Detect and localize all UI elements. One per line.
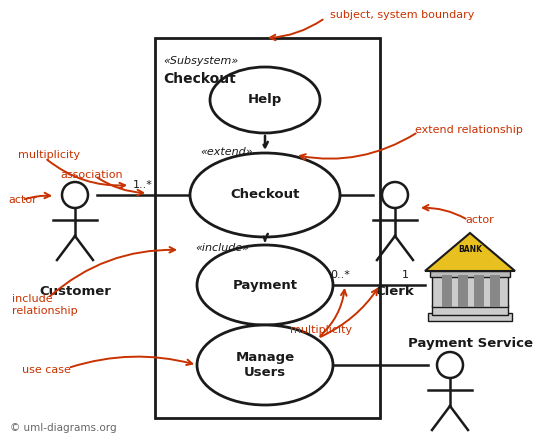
Text: Clerk: Clerk xyxy=(376,285,414,298)
Bar xyxy=(490,275,500,307)
Bar xyxy=(432,275,508,307)
Ellipse shape xyxy=(197,245,333,325)
Text: extend relationship: extend relationship xyxy=(415,125,523,135)
Text: © uml-diagrams.org: © uml-diagrams.org xyxy=(10,423,117,433)
Text: 0..*: 0..* xyxy=(330,270,350,280)
Text: multiplicity: multiplicity xyxy=(290,325,352,335)
Text: BANK: BANK xyxy=(458,246,482,254)
Ellipse shape xyxy=(197,325,333,405)
Text: association: association xyxy=(60,170,123,180)
Bar xyxy=(474,275,484,307)
Text: Payment: Payment xyxy=(233,279,298,292)
Bar xyxy=(432,305,508,315)
Bar xyxy=(442,275,452,307)
Text: 1: 1 xyxy=(402,270,408,280)
Ellipse shape xyxy=(190,153,340,237)
Polygon shape xyxy=(425,233,515,271)
Text: Checkout: Checkout xyxy=(163,72,236,86)
Text: actor: actor xyxy=(8,195,37,205)
Text: Customer: Customer xyxy=(39,285,111,298)
Text: «include»: «include» xyxy=(195,243,249,253)
Text: Help: Help xyxy=(248,93,282,106)
Text: actor: actor xyxy=(465,215,494,225)
Bar xyxy=(428,313,512,321)
Text: use case: use case xyxy=(22,365,71,375)
Text: «Subsystem»: «Subsystem» xyxy=(163,56,238,66)
Bar xyxy=(458,275,468,307)
Text: «extend»: «extend» xyxy=(200,147,253,157)
Text: subject, system boundary: subject, system boundary xyxy=(330,10,474,20)
Text: multiplicity: multiplicity xyxy=(18,150,80,160)
Ellipse shape xyxy=(210,67,320,133)
Text: 1..*: 1..* xyxy=(133,180,153,190)
Bar xyxy=(155,38,380,418)
Text: Checkout: Checkout xyxy=(231,188,300,202)
Text: Manage
Users: Manage Users xyxy=(235,351,294,380)
Bar xyxy=(430,271,510,277)
Text: Payment Service: Payment Service xyxy=(408,337,532,350)
Text: include
relationship: include relationship xyxy=(12,294,78,316)
